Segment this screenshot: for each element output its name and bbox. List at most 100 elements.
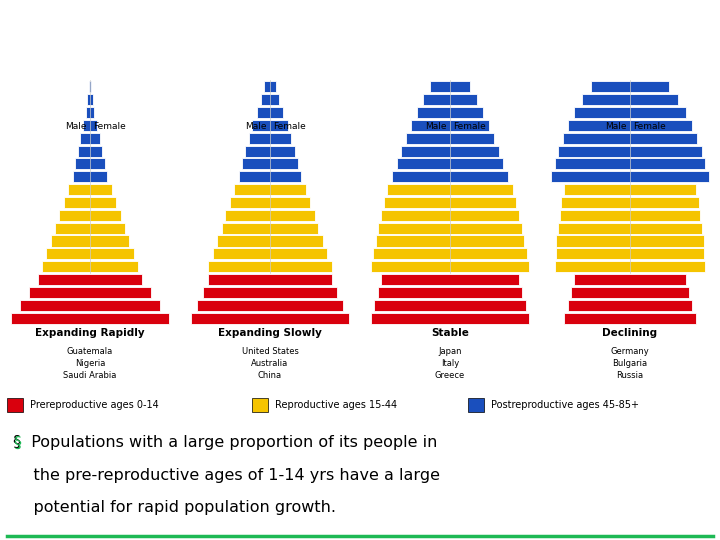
- Bar: [392, 171, 508, 183]
- Bar: [410, 120, 490, 131]
- Text: Male: Male: [425, 122, 446, 131]
- Bar: [397, 158, 503, 170]
- Bar: [430, 81, 470, 92]
- Bar: [248, 133, 292, 144]
- Bar: [561, 197, 699, 208]
- Bar: [558, 145, 702, 157]
- Bar: [73, 171, 107, 183]
- Bar: [568, 300, 692, 311]
- Bar: [64, 197, 116, 208]
- Bar: [37, 274, 143, 285]
- Bar: [60, 210, 120, 221]
- Bar: [401, 145, 499, 157]
- Text: Female: Female: [274, 122, 306, 131]
- Bar: [55, 222, 125, 234]
- Text: §: §: [13, 435, 21, 450]
- Bar: [208, 261, 332, 272]
- Bar: [197, 300, 343, 311]
- Bar: [68, 184, 112, 195]
- Bar: [225, 210, 315, 221]
- Text: Stable: Stable: [431, 328, 469, 338]
- Bar: [417, 107, 483, 118]
- Bar: [554, 158, 706, 170]
- Text: Expanding Slowly: Expanding Slowly: [218, 328, 322, 338]
- Text: Expanding Rapidly: Expanding Rapidly: [35, 328, 145, 338]
- Bar: [559, 210, 701, 221]
- Bar: [372, 261, 528, 272]
- Bar: [377, 287, 523, 298]
- Bar: [252, 120, 288, 131]
- Bar: [564, 313, 696, 323]
- Bar: [42, 261, 138, 272]
- Bar: [381, 274, 519, 285]
- Bar: [261, 94, 279, 105]
- Bar: [381, 210, 519, 221]
- Bar: [571, 287, 689, 298]
- Bar: [384, 197, 516, 208]
- Text: the pre-reproductive ages of 1-14 yrs have a large: the pre-reproductive ages of 1-14 yrs ha…: [13, 468, 440, 483]
- Bar: [564, 184, 696, 195]
- Bar: [212, 248, 328, 259]
- Text: Guatemala
Nigeria
Saudi Arabia: Guatemala Nigeria Saudi Arabia: [63, 347, 117, 380]
- Bar: [563, 133, 697, 144]
- Bar: [582, 94, 678, 105]
- Text: Male: Male: [605, 122, 626, 131]
- Bar: [468, 398, 484, 412]
- Bar: [7, 398, 23, 412]
- Bar: [192, 313, 348, 323]
- Bar: [575, 107, 685, 118]
- Bar: [256, 107, 284, 118]
- Bar: [554, 261, 706, 272]
- Bar: [557, 248, 703, 259]
- Bar: [89, 81, 91, 92]
- Bar: [234, 184, 306, 195]
- Text: potential for rapid population growth.: potential for rapid population growth.: [13, 500, 336, 515]
- Bar: [387, 184, 513, 195]
- Bar: [376, 235, 524, 247]
- Bar: [202, 287, 338, 298]
- Bar: [552, 171, 708, 183]
- Bar: [590, 81, 670, 92]
- Text: §  Populations with a large proportion of its people in: § Populations with a large proportion of…: [13, 435, 437, 450]
- Text: Declining: Declining: [603, 328, 657, 338]
- Bar: [238, 171, 302, 183]
- Bar: [29, 287, 151, 298]
- Text: Postreproductive ages 45-85+: Postreproductive ages 45-85+: [491, 400, 639, 410]
- Text: Generalized Population Age Structure Diagrams: Generalized Population Age Structure Dia…: [11, 24, 576, 44]
- Bar: [75, 158, 105, 170]
- Bar: [252, 398, 268, 412]
- Bar: [217, 235, 323, 247]
- Bar: [575, 274, 685, 285]
- Text: Female: Female: [94, 122, 126, 131]
- Text: Male: Male: [245, 122, 266, 131]
- Bar: [377, 222, 523, 234]
- Bar: [50, 235, 130, 247]
- Bar: [222, 222, 318, 234]
- Text: Reproductive ages 15-44: Reproductive ages 15-44: [275, 400, 397, 410]
- Bar: [208, 274, 332, 285]
- Text: United States
Australia
China: United States Australia China: [242, 347, 298, 380]
- Bar: [87, 94, 93, 105]
- Bar: [557, 235, 703, 247]
- Bar: [246, 145, 294, 157]
- Text: Female: Female: [634, 122, 666, 131]
- Bar: [78, 145, 102, 157]
- Bar: [558, 222, 702, 234]
- Bar: [83, 120, 97, 131]
- Bar: [12, 313, 168, 323]
- Bar: [230, 197, 310, 208]
- Bar: [372, 313, 528, 323]
- Bar: [374, 300, 526, 311]
- Bar: [423, 94, 477, 105]
- Bar: [81, 133, 99, 144]
- Text: Female: Female: [454, 122, 486, 131]
- Bar: [20, 300, 160, 311]
- Bar: [242, 158, 298, 170]
- Bar: [568, 120, 692, 131]
- Bar: [46, 248, 134, 259]
- Text: Japan
Italy
Greece: Japan Italy Greece: [435, 347, 465, 380]
- Bar: [264, 81, 276, 92]
- Text: Germany
Bulgaria
Russia: Germany Bulgaria Russia: [611, 347, 649, 380]
- Text: Male: Male: [65, 122, 86, 131]
- Bar: [373, 248, 527, 259]
